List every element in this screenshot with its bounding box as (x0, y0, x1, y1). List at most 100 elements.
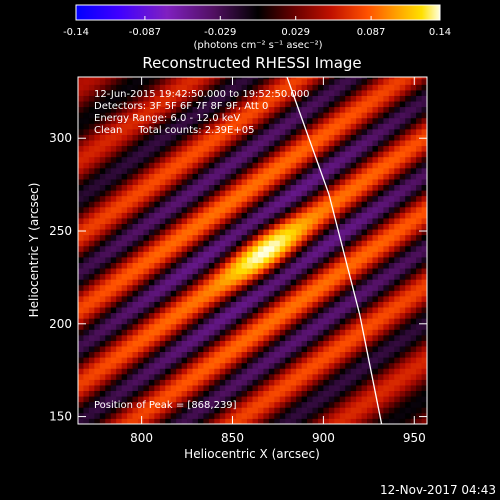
heatmap-cell (377, 357, 384, 364)
heatmap-cell (203, 84, 210, 91)
heatmap-cell (334, 77, 341, 80)
heatmap-cell (94, 390, 101, 397)
heatmap-cell (290, 151, 297, 158)
heatmap-cell (170, 334, 177, 341)
heatmap-cell (225, 256, 232, 263)
heatmap-cell (388, 412, 395, 419)
heatmap-cell (110, 379, 117, 386)
heatmap-cell (394, 123, 401, 130)
heatmap-cell (203, 112, 210, 119)
heatmap-cell (307, 357, 313, 364)
heatmap-cell (263, 357, 270, 364)
heatmap-cell (94, 357, 101, 364)
heatmap-cell (361, 77, 368, 80)
heatmap-cell (377, 206, 384, 213)
heatmap-cell (405, 373, 412, 380)
heatmap-cell (312, 240, 319, 247)
heatmap-cell (230, 145, 237, 152)
heatmap-cell (203, 245, 210, 252)
heatmap-cell (105, 368, 112, 375)
heatmap-cell (99, 234, 106, 241)
heatmap-cell (214, 412, 221, 419)
heatmap-cell (263, 145, 270, 152)
heatmap-cell (219, 123, 226, 130)
heatmap-cell (383, 162, 390, 169)
heatmap-cell (367, 396, 373, 403)
heatmap-cell (350, 134, 357, 141)
heatmap-cell (121, 412, 128, 419)
heatmap-cell (203, 279, 210, 286)
heatmap-cell (350, 167, 357, 174)
heatmap-cell (410, 234, 417, 241)
heatmap-cell (312, 89, 319, 96)
heatmap-cell (121, 212, 128, 219)
heatmap-cell (230, 167, 237, 174)
heatmap-cell (350, 234, 357, 241)
heatmap-cell (274, 385, 281, 391)
heatmap-cell (159, 385, 166, 391)
heatmap-cell (285, 385, 292, 391)
heatmap-cell (317, 373, 324, 380)
heatmap-cell (372, 229, 379, 236)
heatmap-cell (181, 318, 188, 325)
heatmap-cell (236, 190, 242, 197)
heatmap-cell (274, 251, 281, 258)
heatmap-cell (187, 223, 193, 230)
heatmap-cell (159, 290, 166, 297)
heatmap-cell (416, 407, 422, 414)
heatmap-cell (116, 128, 123, 135)
heatmap-cell (219, 301, 226, 308)
heatmap-cell (328, 134, 335, 141)
heatmap-cell (83, 346, 90, 353)
heatmap-cell (241, 373, 248, 380)
heatmap-cell (99, 334, 106, 341)
heatmap-cell (241, 195, 248, 202)
heatmap-cell (241, 262, 248, 269)
heatmap-cell (410, 95, 417, 102)
heatmap-cell (176, 340, 183, 347)
heatmap-cell (159, 134, 166, 141)
heatmap-cell (263, 418, 270, 424)
heatmap-cell (394, 318, 401, 325)
heatmap-cell (377, 240, 384, 247)
heatmap-cell (350, 295, 357, 302)
heatmap-cell (268, 279, 275, 286)
heatmap-cell (116, 151, 123, 158)
heatmap-cell (328, 106, 335, 113)
heatmap-cell (148, 290, 155, 297)
heatmap-cell (416, 184, 422, 191)
heatmap-cell (290, 173, 297, 180)
heatmap-cell (317, 184, 324, 191)
heatmap-cell (225, 151, 232, 158)
heatmap-cell (225, 418, 232, 424)
heatmap-cell (105, 151, 112, 158)
heatmap-cell (416, 390, 422, 397)
heatmap-cell (127, 407, 133, 414)
heatmap-cell (394, 184, 401, 191)
heatmap-cell (192, 412, 199, 419)
heatmap-cell (241, 390, 248, 397)
heatmap-cell (372, 329, 379, 336)
heatmap-cell (394, 156, 401, 163)
heatmap-cell (416, 373, 422, 380)
heatmap-cell (192, 295, 199, 302)
heatmap-cell (83, 351, 90, 358)
heatmap-cell (208, 134, 215, 141)
heatmap-cell (394, 373, 401, 380)
heatmap-cell (317, 234, 324, 241)
heatmap-cell (345, 418, 352, 424)
heatmap-cell (394, 412, 401, 419)
heatmap-cell (236, 101, 242, 108)
heatmap-cell (110, 78, 117, 85)
heatmap-cell (121, 290, 128, 297)
heatmap-cell (137, 134, 144, 141)
heatmap-cell (236, 256, 242, 263)
heatmap-cell (187, 77, 193, 80)
heatmap-cell (334, 212, 341, 219)
heatmap-cell (307, 151, 313, 158)
heatmap-cell (116, 295, 123, 302)
heatmap-cell (257, 273, 264, 280)
heatmap-cell (257, 151, 264, 158)
heatmap-cell (361, 256, 368, 263)
heatmap-cell (323, 385, 330, 391)
